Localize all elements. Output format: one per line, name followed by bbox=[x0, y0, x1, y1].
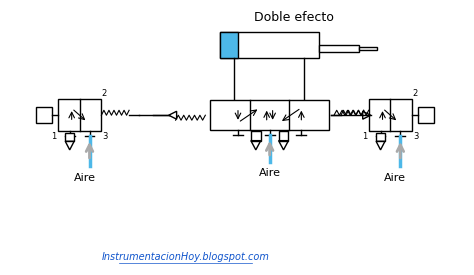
Text: 1: 1 bbox=[363, 132, 368, 141]
Text: 3: 3 bbox=[413, 132, 419, 141]
Bar bbox=[220, 32, 238, 58]
Bar bbox=[418, 107, 434, 123]
Text: Aire: Aire bbox=[259, 168, 281, 178]
Bar bbox=[210, 100, 329, 130]
Text: 1: 1 bbox=[52, 132, 57, 141]
Text: 3: 3 bbox=[102, 132, 108, 141]
Text: 2: 2 bbox=[101, 89, 107, 98]
Bar bbox=[58, 99, 101, 131]
Bar bbox=[369, 99, 412, 131]
Bar bbox=[279, 131, 289, 141]
Bar bbox=[36, 107, 52, 123]
Text: Doble efecto: Doble efecto bbox=[255, 11, 334, 24]
Bar bbox=[359, 47, 376, 50]
Bar bbox=[376, 133, 385, 141]
Bar bbox=[251, 131, 261, 141]
Text: Aire: Aire bbox=[384, 173, 406, 183]
Bar bbox=[319, 45, 359, 52]
Text: Aire: Aire bbox=[73, 173, 96, 183]
Bar bbox=[65, 133, 74, 141]
Bar bbox=[220, 32, 319, 58]
Text: InstrumentacionHoy.blogspot.com: InstrumentacionHoy.blogspot.com bbox=[101, 252, 269, 262]
Text: 2: 2 bbox=[412, 89, 418, 98]
